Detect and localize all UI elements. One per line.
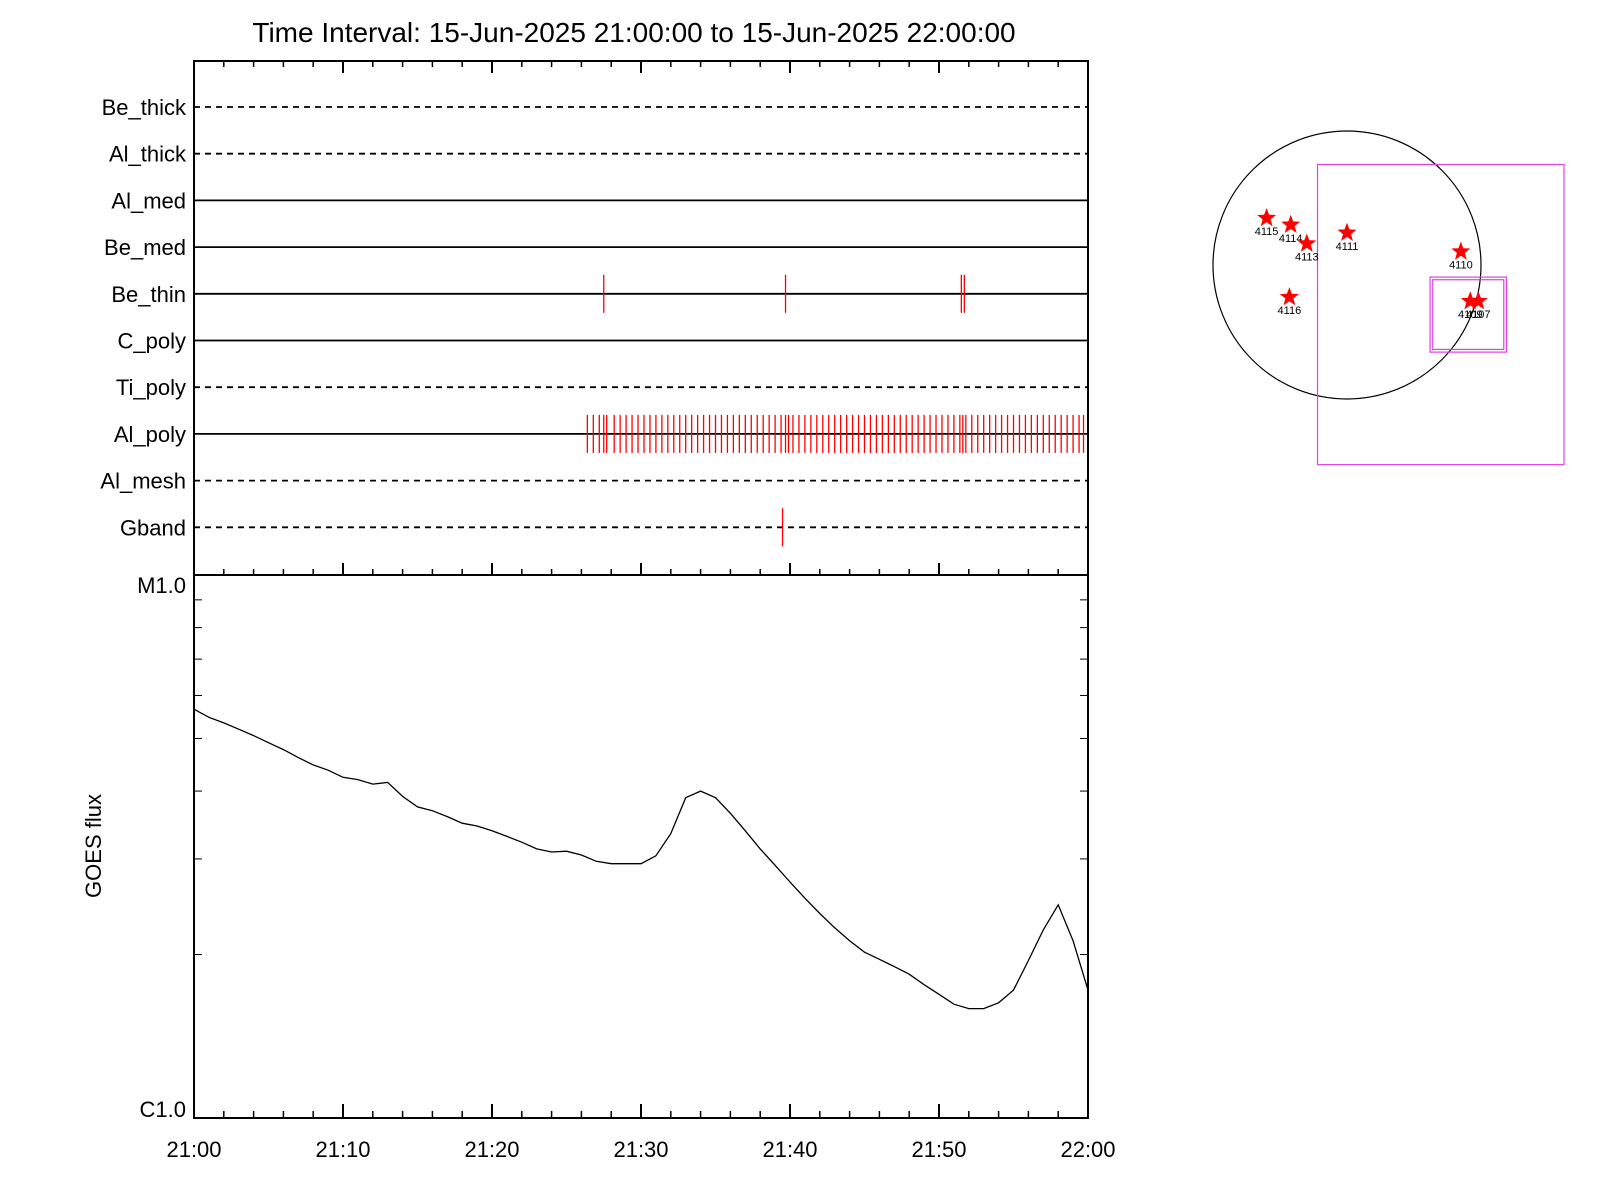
goes-xtick-label: 21:40: [762, 1137, 817, 1162]
active-region-label: 4110: [1449, 260, 1473, 272]
active-region-marker: [1460, 291, 1480, 310]
active-region-marker: [1337, 222, 1357, 241]
active-region-label: 4107: [1466, 309, 1490, 321]
active-region-marker: [1281, 214, 1301, 233]
row-label-al-poly: Al_poly: [114, 422, 186, 447]
active-region-marker: [1297, 233, 1317, 252]
chart-title: Time Interval: 15-Jun-2025 21:00:00 to 1…: [252, 17, 1015, 48]
row-label-gband: Gband: [120, 515, 186, 540]
row-label-al-mesh: Al_mesh: [100, 469, 186, 494]
goes-xtick-labels: 21:00 21:10 21:20 21:30 21:40 21:50 22:00: [166, 1137, 1115, 1162]
row-label-ti-poly: Ti_poly: [116, 375, 186, 400]
fov-rectangle: [1432, 279, 1505, 351]
goes-xtick-label: 21:20: [464, 1137, 519, 1162]
goes-xtick-label: 21:10: [315, 1137, 370, 1162]
solar-disk: [1212, 130, 1482, 400]
goes-xtick-label: 21:00: [166, 1137, 221, 1162]
goes-xtick-label: 22:00: [1060, 1137, 1115, 1162]
active-region-label: 4114: [1279, 233, 1303, 245]
active-region-marker: [1257, 208, 1277, 227]
fov-rectangle: [1316, 163, 1565, 466]
active-region-label: 4115: [1255, 226, 1279, 238]
active-region-label: 4111: [1336, 241, 1359, 253]
active-region-label: 4113: [1295, 252, 1319, 264]
active-region-label: 4109: [1458, 309, 1482, 321]
goes-ytick-top: M1.0: [137, 573, 186, 598]
goes-flux-line: [193, 708, 1089, 1010]
active-region-marker: [1468, 291, 1488, 310]
goes-ytick-bottom: C1.0: [140, 1097, 186, 1122]
row-label-be-thick: Be_thick: [102, 95, 187, 120]
timeline-frame: [193, 60, 1089, 576]
active-region-label: 4116: [1278, 305, 1302, 317]
row-label-be-thin: Be_thin: [111, 282, 186, 307]
goes-frame: [193, 574, 1089, 1119]
active-region-marker: [1279, 287, 1299, 306]
active-region-marker: [1451, 241, 1471, 260]
fields-of-view: [1316, 163, 1565, 466]
detector-rows: Be_thick Al_thick Al_med Be_med Be_thin C_pol…: [100, 95, 1088, 547]
timeline-ticks: [193, 61, 1089, 575]
goes-flux-panel: M1.0 C1.0 GOES flux 21:00 21:10 21:20 21:30…: [81, 573, 1116, 1162]
row-label-be-med: Be_med: [104, 235, 186, 260]
fov-rectangle: [1429, 276, 1508, 353]
row-label-al-med: Al_med: [111, 188, 186, 213]
row-label-c-poly: C_poly: [118, 329, 186, 354]
row-label-al-thick: Al_thick: [109, 142, 187, 167]
detector-timeline-panel: Be_thick Al_thick Al_med Be_med Be_thin C_pol…: [100, 60, 1089, 576]
goes-xtick-label: 21:30: [613, 1137, 668, 1162]
goes-xtick-label: 21:50: [911, 1137, 966, 1162]
goes-ylabel: GOES flux: [81, 794, 106, 898]
goes-ticks: [193, 599, 1089, 1118]
